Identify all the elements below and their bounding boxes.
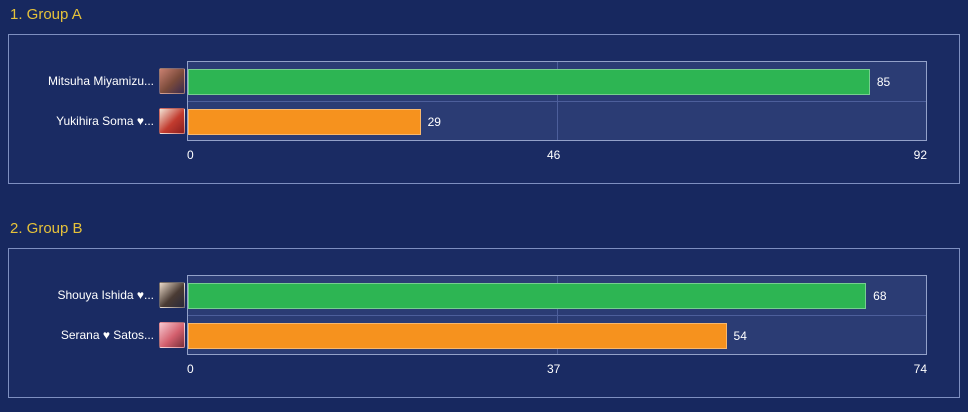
- axis-tick: 92: [913, 148, 927, 162]
- bar-row: 54: [188, 316, 926, 356]
- bar-value-label: 54: [733, 329, 747, 343]
- plot-wrap: 68 54 0 37 74: [187, 275, 927, 376]
- group-section-b: 2. Group B Shouya Ishida ♥... Serana ♥ S…: [8, 220, 960, 398]
- bar-row: 85: [188, 62, 926, 102]
- poll-results-page: 1. Group A Mitsuha Miyamizu... Yukihira …: [8, 6, 960, 398]
- section-title: 1. Group A: [10, 6, 82, 23]
- category-row: Serana ♥ Satos...: [21, 315, 187, 355]
- group-section-a: 1. Group A Mitsuha Miyamizu... Yukihira …: [8, 6, 960, 184]
- bar-chart: Mitsuha Miyamizu... Yukihira Soma ♥...: [21, 61, 927, 162]
- bar-value-label: 29: [427, 115, 441, 129]
- category-row: Yukihira Soma ♥...: [21, 101, 187, 141]
- bar-row: 68: [188, 276, 926, 316]
- bar-value-label: 85: [876, 75, 891, 89]
- axis-tick: 0: [187, 148, 194, 162]
- category-row: Shouya Ishida ♥...: [21, 275, 187, 315]
- result-bar: [188, 283, 867, 309]
- avatar-image: [159, 322, 185, 348]
- axis-tick: 74: [913, 362, 927, 376]
- bar-chart: Shouya Ishida ♥... Serana ♥ Satos...: [21, 275, 927, 376]
- result-bar: [188, 323, 727, 349]
- plot-area: 68 54: [187, 275, 927, 355]
- section-title: 2. Group B: [10, 220, 83, 237]
- x-axis: 0 37 74: [187, 362, 927, 376]
- result-bar: [188, 69, 870, 95]
- gridline-horizontal: [188, 315, 926, 316]
- bar-value-label: 68: [873, 289, 887, 303]
- axis-tick: 0: [187, 362, 194, 376]
- plot-wrap: 85 29 0 46 92: [187, 61, 927, 162]
- chart-panel: Shouya Ishida ♥... Serana ♥ Satos...: [8, 248, 960, 398]
- avatar-image: [159, 108, 185, 134]
- axis-tick: 37: [546, 362, 561, 376]
- axis-tick: 46: [546, 148, 561, 162]
- x-axis: 0 46 92: [187, 148, 927, 162]
- category-label: Yukihira Soma ♥...: [56, 114, 154, 128]
- avatar-image: [159, 282, 185, 308]
- result-bar: [188, 109, 421, 135]
- avatar-image: [159, 68, 185, 94]
- chart-panel: Mitsuha Miyamizu... Yukihira Soma ♥...: [8, 34, 960, 184]
- bar-row: 29: [188, 102, 926, 142]
- category-label: Mitsuha Miyamizu...: [47, 74, 154, 88]
- plot-area: 85 29: [187, 61, 927, 141]
- category-labels: Mitsuha Miyamizu... Yukihira Soma ♥...: [21, 61, 187, 162]
- category-labels: Shouya Ishida ♥... Serana ♥ Satos...: [21, 275, 187, 376]
- category-label: Shouya Ishida ♥...: [57, 288, 154, 302]
- category-row: Mitsuha Miyamizu...: [21, 61, 187, 101]
- category-label: Serana ♥ Satos...: [60, 328, 154, 342]
- gridline-horizontal: [188, 101, 926, 102]
